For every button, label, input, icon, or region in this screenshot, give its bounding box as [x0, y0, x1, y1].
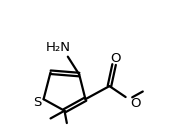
Text: H₂N: H₂N: [46, 41, 71, 54]
Text: O: O: [130, 97, 140, 109]
Text: O: O: [110, 52, 121, 65]
Text: S: S: [33, 96, 42, 109]
